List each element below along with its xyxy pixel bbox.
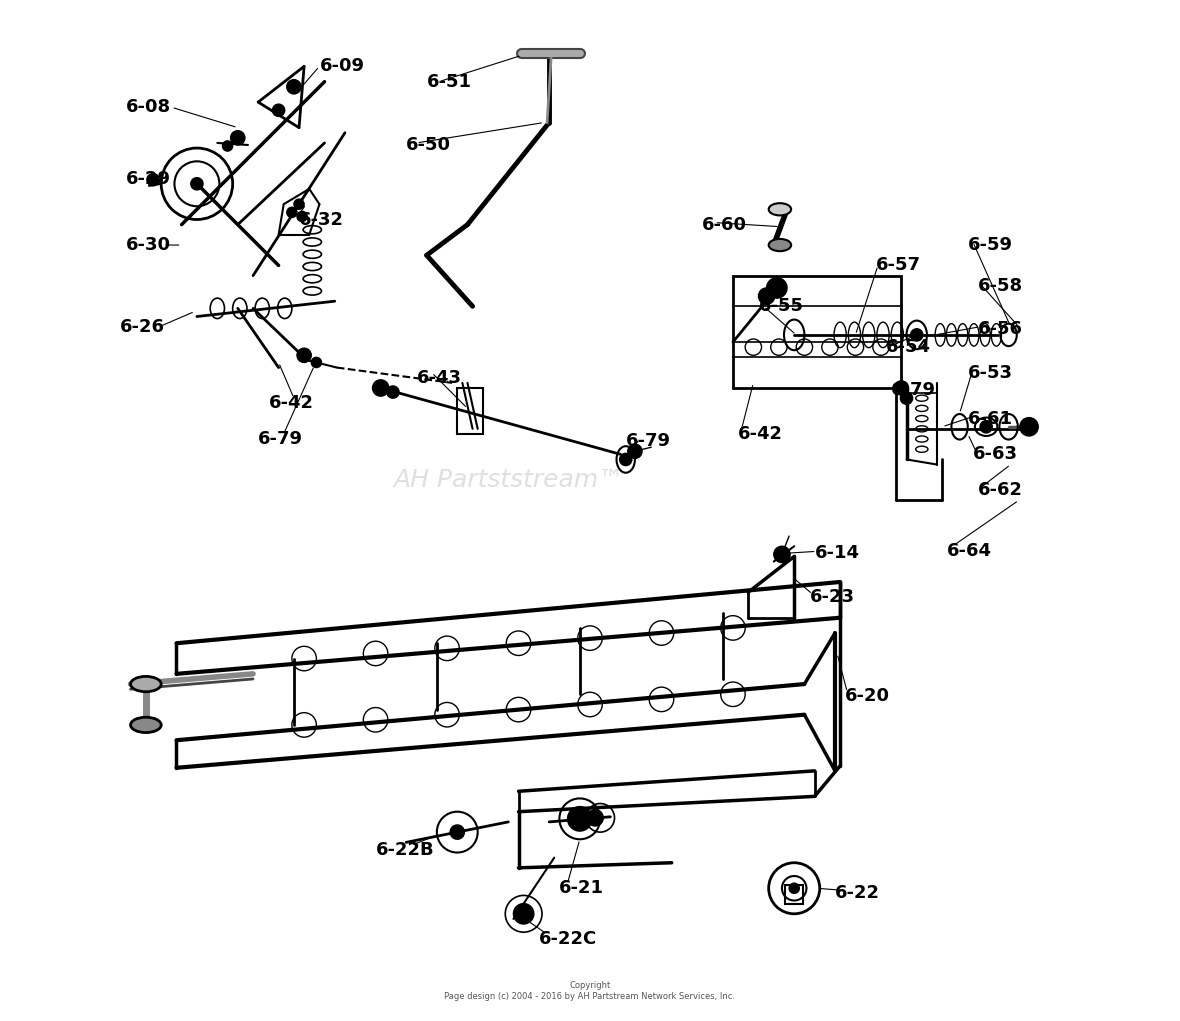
Circle shape [297,211,307,222]
Circle shape [312,357,321,368]
Text: 6-50: 6-50 [406,136,451,154]
Circle shape [450,825,465,839]
Text: AH Partststream™: AH Partststream™ [393,468,623,492]
Text: 6-57: 6-57 [876,256,920,275]
Text: 6-54: 6-54 [886,338,931,356]
Circle shape [287,80,301,94]
Circle shape [223,141,232,151]
Circle shape [586,810,603,826]
Text: 6-08: 6-08 [125,98,171,116]
Circle shape [759,288,775,304]
Text: 6-51: 6-51 [427,72,472,91]
Text: 6-64: 6-64 [948,542,992,561]
Circle shape [297,348,312,362]
Circle shape [774,546,791,563]
Circle shape [628,444,642,458]
Text: 6-42: 6-42 [738,425,784,443]
Bar [733,276,902,388]
Text: 6-29: 6-29 [125,169,170,188]
Circle shape [568,807,592,831]
Text: 6-23: 6-23 [809,588,854,606]
Text: 6-22B: 6-22B [375,841,434,860]
Text: 6-62: 6-62 [978,481,1023,499]
Circle shape [513,904,533,924]
Ellipse shape [768,239,791,251]
Circle shape [1020,418,1038,436]
Circle shape [287,207,297,217]
Text: 6-59: 6-59 [968,236,1012,254]
Circle shape [273,104,284,116]
Text: 6-26: 6-26 [120,318,165,336]
Text: Copyright
Page design (c) 2004 - 2016 by AH Partstream Network Services, Inc.: Copyright Page design (c) 2004 - 2016 by… [445,981,735,1001]
Circle shape [191,178,203,190]
Text: 6-14: 6-14 [814,544,859,563]
Ellipse shape [131,717,162,733]
Text: 6-79: 6-79 [625,432,670,450]
Bar [458,388,483,434]
Text: 6-43: 6-43 [417,369,461,387]
Text: 6-22: 6-22 [835,884,880,903]
Text: 6-32: 6-32 [299,210,345,229]
Circle shape [387,386,399,398]
Text: 6-79: 6-79 [891,381,936,399]
Circle shape [981,421,992,433]
Circle shape [789,883,799,893]
Text: 6-42: 6-42 [268,394,314,412]
Text: 6-63: 6-63 [972,445,1018,464]
Circle shape [767,278,787,298]
Text: 6-22C: 6-22C [539,930,597,949]
Circle shape [373,380,389,396]
Circle shape [294,199,304,209]
Text: 6-56: 6-56 [978,320,1023,338]
Circle shape [620,453,631,466]
Circle shape [900,392,912,404]
Text: 6-55: 6-55 [759,297,804,315]
Circle shape [230,131,245,145]
Text: 6-61: 6-61 [968,409,1012,428]
Text: 6-60: 6-60 [702,215,747,234]
Ellipse shape [768,203,791,215]
Text: 6-58: 6-58 [978,277,1023,295]
Text: 6-09: 6-09 [320,57,365,76]
Circle shape [911,329,923,341]
Ellipse shape [131,676,162,692]
Text: 6-20: 6-20 [845,687,890,706]
Text: 6-53: 6-53 [968,363,1012,382]
Circle shape [146,174,159,186]
Circle shape [894,381,909,395]
Text: 6-30: 6-30 [125,236,170,254]
Text: 6-21: 6-21 [559,879,604,897]
Bar [785,885,804,904]
Text: 6-79: 6-79 [258,430,303,448]
